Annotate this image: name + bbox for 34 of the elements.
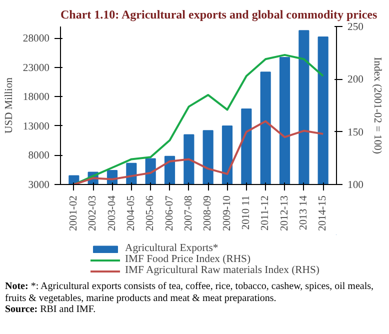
x-tick-label: 2013 14: [298, 194, 310, 230]
x-tick-label: 2003-04: [106, 194, 118, 232]
x-tick-label: 2001-02: [68, 195, 80, 232]
chart-title: Chart 1.10: Agricultural exports and global commodity prices: [60, 8, 378, 22]
source-note: Source: RBI and IMF.: [5, 304, 96, 315]
legend-label: IMF Food Price Index (RHS): [125, 254, 251, 265]
legend-label: IMF Agricultural Raw materials Index (RHS): [125, 265, 320, 276]
x-tick-label: 2012-13: [279, 195, 290, 232]
y-tick-label: 8000: [28, 150, 50, 162]
y-tick-label: 28000: [22, 34, 50, 45]
x-tick-label: 2009-10: [222, 195, 233, 232]
x-tick-label: 2008-09: [202, 195, 214, 232]
y2-tick-label: 100: [348, 180, 364, 191]
y-tick-label: 23000: [22, 62, 50, 74]
x-tick-label: 2004-05: [126, 195, 137, 232]
y2-tick-label: 200: [348, 74, 364, 86]
y-tick-label: 18000: [22, 92, 50, 104]
y-tick-label: 13000: [22, 121, 50, 132]
y2-tick-label: 250: [348, 22, 364, 33]
x-tick-label: 2005-06: [145, 194, 156, 232]
x-tick-label: 2011-12: [260, 195, 272, 231]
x-tick-label: 2006-07: [164, 194, 176, 232]
legend-label: Agricultural Exports*: [125, 243, 218, 254]
y-axis-title: USD Million: [4, 76, 15, 134]
y2-axis-title: Index (2001-02 = 100): [371, 57, 382, 154]
line-series: [72, 54, 324, 184]
y2-tick-label: 150: [348, 127, 364, 138]
x-tick-label: 2014-15: [318, 195, 329, 232]
x-tick-label: 2002-03: [88, 195, 99, 232]
line-series: [72, 120, 324, 184]
text: Note: *: Agricultural exports consists of tea, coffee, rice, tobacco, cashew, spices, oil meals, fruits & vegetables, marine products and meat & meat preparations.: [5, 281, 374, 304]
x-tick-label: 2010 11: [240, 195, 252, 230]
x-tick-label: 2007-08: [183, 195, 194, 232]
y-tick-label: 3000: [28, 180, 50, 191]
